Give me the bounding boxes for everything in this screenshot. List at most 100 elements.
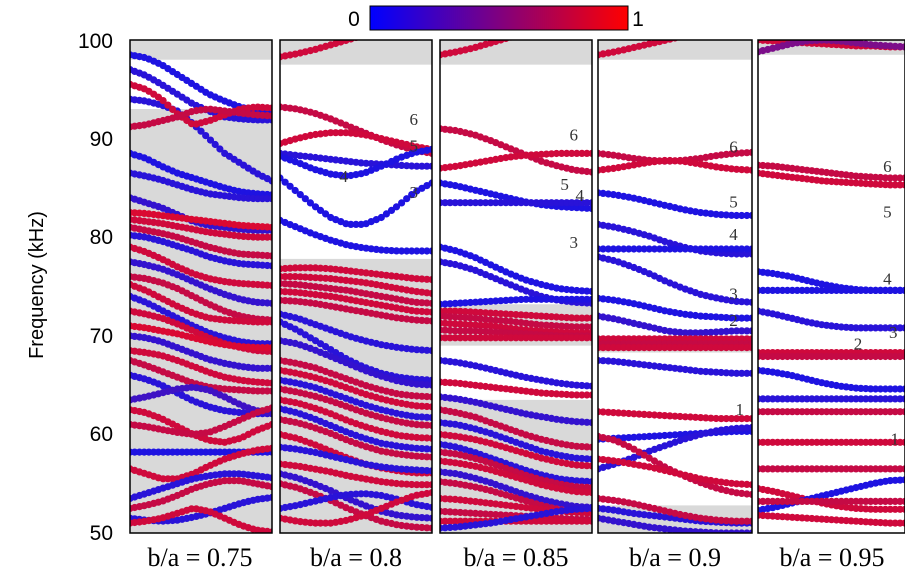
band-point bbox=[671, 245, 679, 253]
band-point bbox=[428, 453, 432, 461]
band-point bbox=[558, 199, 566, 207]
band-point bbox=[362, 159, 370, 167]
band-point bbox=[492, 334, 500, 342]
band-point bbox=[446, 313, 454, 321]
band-point bbox=[466, 308, 474, 316]
band-point bbox=[583, 488, 591, 496]
band-point bbox=[428, 503, 432, 511]
band-point bbox=[423, 453, 431, 461]
band-point bbox=[568, 334, 576, 342]
band-point bbox=[583, 334, 591, 342]
band-point bbox=[537, 334, 545, 342]
band-point bbox=[650, 411, 659, 419]
band-point bbox=[743, 480, 751, 488]
band-point bbox=[159, 97, 167, 105]
band-point bbox=[423, 413, 431, 421]
band-point bbox=[552, 199, 561, 207]
band-point bbox=[563, 334, 571, 342]
band-point bbox=[413, 307, 421, 315]
mode-label: 3 bbox=[889, 323, 898, 342]
band-point bbox=[408, 480, 416, 489]
band-point bbox=[599, 295, 607, 303]
band-point bbox=[722, 344, 730, 352]
band-point bbox=[743, 245, 751, 253]
band-point bbox=[456, 517, 464, 525]
band-point bbox=[291, 273, 299, 281]
band-point bbox=[625, 344, 633, 352]
y-tick-label: 80 bbox=[90, 226, 113, 249]
band-point bbox=[578, 314, 586, 322]
mode-label: 3 bbox=[410, 183, 419, 202]
band-point bbox=[428, 247, 432, 255]
band-point bbox=[423, 346, 431, 354]
band-point bbox=[423, 393, 431, 401]
band-point bbox=[268, 379, 272, 387]
band-point bbox=[656, 432, 664, 440]
band-point bbox=[268, 318, 272, 326]
band-point bbox=[169, 105, 177, 114]
band-point bbox=[291, 186, 299, 195]
band-point bbox=[588, 287, 592, 295]
band-point bbox=[398, 199, 406, 207]
band-point bbox=[666, 344, 674, 352]
band-point bbox=[568, 199, 576, 207]
band-point bbox=[583, 483, 591, 491]
band-point bbox=[446, 320, 454, 328]
band-point bbox=[573, 477, 581, 485]
band-point bbox=[296, 191, 304, 199]
band-point bbox=[609, 409, 618, 417]
band-point bbox=[630, 344, 638, 352]
band-point bbox=[568, 391, 576, 399]
band-point bbox=[583, 418, 591, 426]
band-point bbox=[588, 517, 592, 525]
band-point bbox=[542, 389, 551, 397]
band-point bbox=[691, 344, 700, 352]
band-point bbox=[630, 245, 638, 253]
band-point bbox=[722, 164, 730, 172]
band-point bbox=[316, 519, 325, 527]
band-point bbox=[563, 149, 571, 157]
band-point bbox=[377, 213, 385, 222]
band-point bbox=[645, 432, 653, 440]
band-point bbox=[733, 424, 741, 432]
band-point bbox=[451, 313, 459, 321]
band-point bbox=[599, 357, 607, 365]
band-point bbox=[676, 431, 684, 439]
band-point bbox=[552, 313, 561, 321]
band-point bbox=[691, 245, 700, 253]
band-point bbox=[527, 199, 535, 207]
band-point bbox=[461, 299, 469, 307]
band-point bbox=[901, 476, 905, 484]
band-point bbox=[268, 104, 272, 112]
band-point bbox=[466, 314, 474, 322]
band-point bbox=[743, 327, 751, 335]
band-point bbox=[588, 504, 592, 512]
band-point bbox=[727, 245, 736, 253]
band-point bbox=[428, 489, 432, 497]
band-point bbox=[558, 390, 566, 398]
mode-label: 4 bbox=[883, 270, 892, 289]
band-point bbox=[578, 391, 586, 399]
band-point bbox=[901, 324, 905, 332]
band-point bbox=[722, 327, 730, 335]
band-point bbox=[552, 322, 561, 330]
band-point bbox=[686, 344, 695, 352]
band-point bbox=[347, 40, 355, 43]
band-point bbox=[522, 199, 530, 207]
band-point bbox=[691, 413, 700, 421]
panel-2: 6 5 4 3 bbox=[279, 39, 433, 534]
band-point bbox=[743, 314, 751, 322]
band-point bbox=[423, 381, 431, 389]
band-point bbox=[497, 328, 505, 336]
band-point bbox=[599, 456, 607, 464]
band-point bbox=[398, 161, 406, 169]
band-point bbox=[676, 412, 684, 421]
band-point bbox=[476, 298, 485, 306]
y-tick-label: 100 bbox=[78, 30, 113, 53]
band-point bbox=[599, 505, 607, 513]
band-point bbox=[413, 275, 421, 283]
band-point bbox=[635, 410, 643, 418]
band-point bbox=[722, 211, 730, 219]
band-point bbox=[206, 136, 215, 144]
band-point bbox=[466, 321, 474, 329]
